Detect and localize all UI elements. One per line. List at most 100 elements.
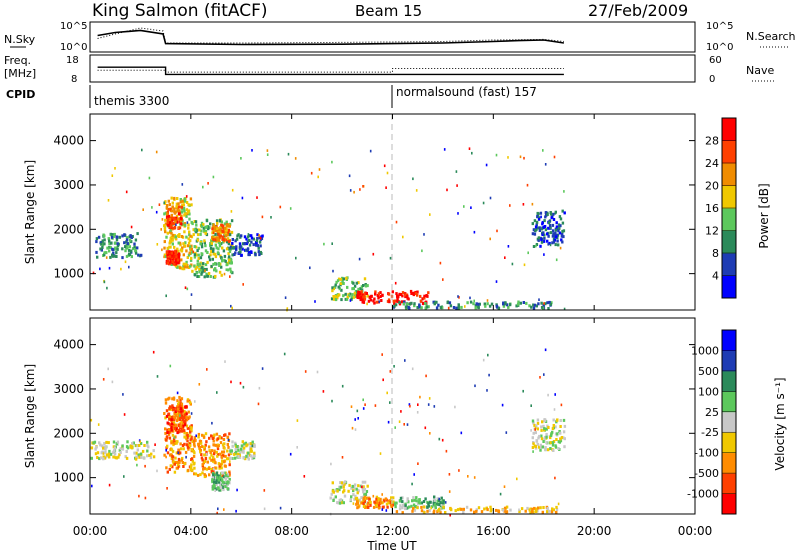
power-cell	[317, 175, 319, 179]
velocity-cell	[235, 509, 237, 513]
power-cell	[255, 241, 258, 245]
power-cell	[353, 190, 355, 194]
velocity-cell	[385, 509, 388, 512]
velocity-cell	[404, 502, 407, 506]
power-cell	[218, 244, 222, 248]
velocity-cell	[535, 507, 538, 511]
power-cell	[163, 212, 166, 216]
velocity-cell	[556, 418, 559, 422]
velocity-cell	[187, 447, 190, 451]
velocity-cell	[226, 449, 229, 453]
power-cell	[182, 203, 185, 207]
power-cell	[422, 301, 425, 305]
power-cell	[190, 293, 193, 296]
velocity-cell	[185, 455, 187, 459]
power-cell	[266, 149, 269, 152]
power-cell	[155, 150, 158, 154]
power-cell	[404, 295, 407, 299]
velocity-cell	[486, 389, 488, 392]
velocity-cell	[174, 461, 177, 464]
power-cell	[218, 219, 222, 223]
velocity-cell	[552, 424, 555, 427]
power-cell	[544, 163, 547, 166]
power-cell	[198, 268, 201, 271]
velocity-cell	[248, 453, 251, 457]
velocity-cell	[182, 416, 186, 419]
power-cell	[357, 290, 360, 294]
velocity-cell	[199, 441, 203, 445]
velocity-cell	[242, 456, 245, 460]
velocity-cell	[416, 411, 419, 414]
power-cell	[170, 263, 173, 266]
velocity-cell	[165, 409, 169, 413]
velocity-cell	[210, 458, 213, 462]
power-cell	[547, 307, 550, 310]
velocity-cell	[539, 448, 542, 452]
velocity-cell	[404, 507, 407, 511]
power-cell	[217, 262, 221, 265]
velocity-cell	[212, 443, 215, 447]
velocity-cell	[536, 427, 539, 431]
power-cell	[116, 235, 119, 239]
velocity-colorbar-swatch	[722, 452, 736, 474]
power-cell	[223, 272, 226, 276]
velocity-cell	[171, 455, 174, 459]
power-cell	[217, 240, 221, 244]
velocity-cell	[246, 455, 250, 459]
velocity-cell	[322, 390, 325, 393]
power-cell	[164, 255, 168, 259]
power-cell	[181, 199, 184, 203]
velocity-cell	[172, 408, 176, 412]
power-cell	[210, 238, 213, 242]
power-cell	[221, 257, 223, 261]
velocity-cell	[368, 500, 372, 504]
power-cell	[171, 242, 174, 246]
velocity-cell	[532, 510, 535, 514]
power-cell	[202, 223, 205, 227]
power-cell	[169, 260, 173, 264]
power-cell	[507, 156, 509, 159]
power-cell	[334, 298, 338, 302]
power-cell	[463, 205, 465, 208]
power-cell	[455, 170, 458, 173]
velocity-cell	[296, 446, 298, 449]
velocity-cell	[339, 485, 342, 489]
power-cell	[549, 302, 553, 306]
velocity-cell	[234, 450, 238, 454]
power-cell	[185, 235, 188, 239]
power-cell	[196, 249, 199, 253]
power-cell	[560, 238, 563, 242]
power-cell	[166, 212, 169, 216]
power-cell	[336, 296, 339, 300]
velocity-cell	[223, 446, 226, 450]
velocity-cell	[203, 466, 206, 470]
power-cell	[171, 227, 174, 231]
velocity-cell	[547, 393, 549, 397]
velocity-cell	[283, 352, 286, 356]
power-colorbar-tick-label: 24	[705, 157, 719, 170]
power-cell	[106, 246, 109, 250]
power-cell	[225, 234, 228, 238]
velocity-cell	[220, 477, 223, 481]
power-cell	[215, 269, 218, 273]
velocity-cell	[419, 395, 421, 399]
power-cell	[270, 216, 272, 219]
velocity-cell	[551, 430, 554, 434]
power-cell	[472, 302, 475, 306]
velocity-cell	[494, 508, 498, 512]
velocity-cell	[533, 506, 536, 510]
power-cell	[182, 253, 185, 257]
power-cell	[134, 238, 138, 242]
velocity-cell	[197, 432, 201, 436]
power-cell	[543, 236, 546, 240]
station-title: King Salmon (fitACF)	[92, 1, 268, 21]
power-cell	[439, 261, 442, 265]
power-cell	[231, 243, 234, 247]
power-cell	[381, 293, 384, 297]
velocity-cell	[223, 481, 226, 485]
velocity-cell	[168, 436, 172, 440]
velocity-cell	[249, 449, 253, 453]
velocity-cell	[394, 426, 396, 429]
power-cell	[195, 253, 198, 257]
